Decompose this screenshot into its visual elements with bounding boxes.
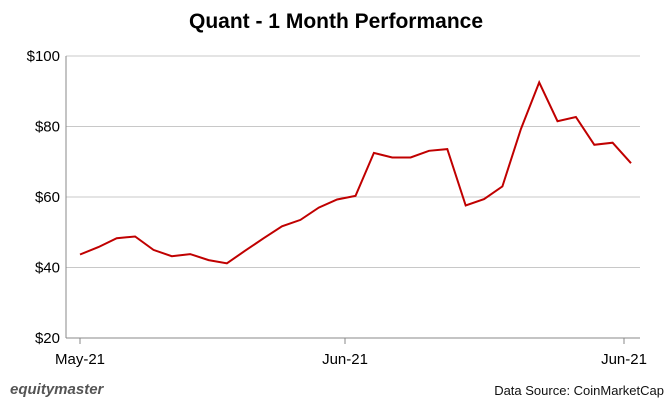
x-tick-label: May-21 (55, 351, 105, 368)
y-tick-label: $60 (35, 189, 60, 206)
data-source-note: Data Source: CoinMarketCap (494, 383, 664, 398)
brand-logo: equitymaster (10, 381, 104, 398)
y-tick-label: $40 (35, 260, 60, 277)
price-series-line (79, 79, 632, 265)
gridlines (66, 55, 640, 268)
x-tick-label: Jun-21 (322, 351, 368, 368)
chart-title: Quant - 1 Month Performance (188, 10, 484, 33)
y-tick-label: $80 (35, 119, 60, 136)
y-tick-label: $20 (35, 330, 60, 347)
x-axis-labels: May-21 Jun-21 Jun-21 (55, 351, 647, 368)
x-tick-label: Jun-21 (601, 351, 647, 368)
x-axis-ticks (79, 338, 625, 344)
y-axis-labels: $20 $40 $60 $80 $100 (27, 48, 60, 347)
y-tick-label: $100 (27, 48, 60, 65)
